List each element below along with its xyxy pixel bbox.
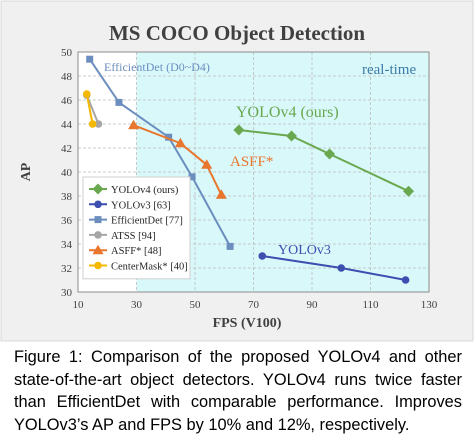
y-tick-label: 50: [61, 47, 73, 59]
series-centermask-40: [82, 90, 97, 128]
legend-label: YOLOv3 [63]: [111, 200, 171, 211]
data-point: [286, 130, 298, 142]
legend-entry: ATSS [94]: [89, 231, 156, 242]
y-tick-label: 46: [61, 95, 73, 107]
data-point: [165, 133, 173, 141]
series-annotation: YOLOv4 (ours): [236, 104, 339, 121]
legend-swatch-marker: [94, 231, 102, 239]
data-point: [226, 242, 234, 250]
series-line: [85, 93, 94, 125]
x-tick-label: 90: [307, 299, 319, 311]
data-point: [94, 120, 103, 128]
legend-entry: EfficientDet [77]: [89, 216, 183, 227]
legend-swatch-marker: [94, 216, 102, 224]
series-layer: [82, 55, 415, 284]
data-point: [215, 189, 227, 199]
data-point: [403, 185, 415, 197]
legend-entry: YOLOv4 (ours): [89, 183, 179, 196]
data-point: [188, 173, 196, 181]
y-tick-label: 34: [61, 239, 73, 251]
annotations: YOLOv4 (ours) YOLOv3 EfficientDet (D0~D4) A…: [104, 60, 339, 258]
legend-swatch-marker: [92, 244, 104, 255]
legend-label: ATSS [94]: [111, 231, 156, 242]
legend-label: ASFF* [48]: [111, 246, 161, 257]
data-point: [88, 120, 97, 128]
data-point: [86, 55, 94, 63]
y-axis-label: AP: [19, 162, 34, 181]
y-tick-label: 32: [61, 263, 72, 275]
chart-title: MS COCO Object Detection: [109, 21, 365, 45]
data-point: [233, 124, 245, 136]
data-point: [115, 98, 123, 106]
legend-swatch-marker: [94, 200, 102, 209]
realtime-label: real-time: [362, 62, 416, 78]
data-point: [258, 252, 267, 260]
x-tick-label: 70: [248, 299, 260, 311]
x-tick-label: 130: [421, 299, 438, 311]
series-line: [238, 129, 409, 193]
chart-figure: 30 32 34 36 38 40 42 44 46 48 50 10 30 50 70 90 110 130 Y…: [0, 0, 474, 342]
series-yolov4-ours: [233, 124, 415, 197]
y-tick-label: 38: [61, 191, 73, 203]
x-tick-label: 110: [362, 299, 379, 311]
series-annotation: YOLOv3: [278, 243, 331, 258]
x-tick-label: 50: [190, 299, 202, 311]
legend-swatch-marker: [92, 183, 104, 195]
plot-border: [77, 51, 430, 293]
data-point: [401, 276, 410, 284]
y-tick-label: 40: [61, 167, 73, 179]
y-tick-label: 48: [61, 71, 73, 83]
legend-box: [82, 176, 191, 280]
series-annotation: EfficientDet (D0~D4): [104, 60, 210, 74]
data-point: [337, 264, 346, 272]
series-annotation: ASFF*: [230, 154, 273, 170]
x-tick-label: 30: [131, 299, 143, 311]
x-axis-label: FPS (V100): [213, 316, 282, 331]
data-point: [82, 90, 91, 98]
legend-label: YOLOv4 (ours): [111, 185, 179, 196]
data-point: [201, 159, 213, 169]
data-point: [128, 119, 140, 130]
x-tick-label: 10: [73, 299, 85, 311]
legend: YOLOv4 (ours) YOLOv3 [63] EfficientDet [77…: [82, 176, 191, 280]
series-yolov3-63: [258, 252, 410, 284]
y-tick-label: 36: [61, 215, 73, 227]
legend-entry: CenterMask* [40]: [89, 262, 188, 273]
series-line: [133, 124, 223, 196]
legend-label: EfficientDet [77]: [111, 216, 183, 227]
series-efficientdet-77: [86, 55, 234, 250]
y-tick-label: 42: [61, 143, 72, 155]
legend-swatch-marker: [94, 261, 102, 270]
y-tick-label: 30: [61, 287, 73, 299]
legend-label: CenterMask* [40]: [111, 262, 188, 273]
data-point: [174, 137, 186, 148]
series-asff-48: [128, 119, 227, 199]
figure-caption: Figure 1: Comparison of the proposed YOL…: [14, 348, 462, 434]
legend-entry: YOLOv3 [63]: [89, 200, 171, 211]
legend-entry: ASFF* [48]: [89, 244, 161, 257]
y-tick-label: 44: [61, 119, 73, 131]
data-point: [324, 148, 336, 160]
